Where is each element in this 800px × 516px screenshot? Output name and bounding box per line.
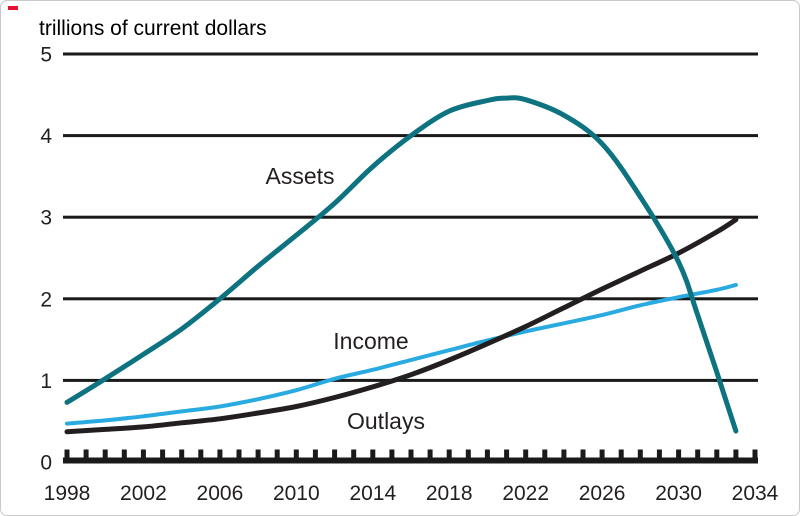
x-axis-tick — [255, 449, 261, 458]
x-axis-tick — [102, 449, 108, 458]
x-axis-tick — [121, 449, 127, 458]
x-axis-tick — [293, 449, 299, 458]
x-axis-tick — [580, 449, 586, 458]
chart-title: trillions of current dollars — [39, 17, 267, 40]
assets-line — [64, 95, 739, 434]
x-axis-tick — [618, 449, 624, 458]
x-axis-group: 1998 2002 2006 2010 2014 2018 2022 2026 2030 2034 — [44, 449, 779, 505]
y-tick-label-4: 4 — [40, 125, 52, 148]
x-tick-label-2014: 2014 — [349, 482, 396, 505]
x-axis-tick — [446, 449, 452, 458]
x-axis-tick — [274, 449, 280, 458]
x-axis-tick — [599, 449, 605, 458]
x-tick-label-2006: 2006 — [197, 482, 244, 505]
x-axis-tick — [676, 449, 682, 458]
x-axis-tick — [198, 449, 204, 458]
x-axis-tick — [217, 449, 223, 458]
x-tick-label-2010: 2010 — [273, 482, 320, 505]
x-axis-tick — [64, 449, 70, 458]
x-axis-tick — [637, 449, 643, 458]
gridline-y2 — [63, 297, 758, 301]
outlays-label: Outlays — [347, 408, 425, 434]
y-tick-label-0: 0 — [40, 452, 52, 475]
y-tick-label-5: 5 — [40, 44, 52, 67]
x-axis-tick — [523, 449, 529, 458]
x-axis-tick — [561, 449, 567, 458]
x-tick-label-2026: 2026 — [579, 482, 626, 505]
red-dash-mark — [8, 6, 18, 10]
x-axis-tick — [370, 449, 376, 458]
x-axis-tick — [695, 449, 701, 458]
x-axis-tick — [542, 449, 548, 458]
x-axis-baseline — [63, 457, 758, 464]
x-axis-tick — [733, 449, 739, 458]
outlays-line — [64, 217, 739, 435]
x-axis-tick — [465, 449, 471, 458]
x-tick-label-2022: 2022 — [502, 482, 549, 505]
x-axis-tick — [160, 449, 166, 458]
x-axis-tick — [140, 449, 146, 458]
x-axis-tick — [408, 449, 414, 458]
x-tick-label-2034: 2034 — [732, 482, 779, 505]
x-axis-tick — [332, 449, 338, 458]
x-tick-label-2002: 2002 — [120, 482, 167, 505]
gridline-y1 — [63, 378, 758, 382]
x-axis-tick — [484, 449, 490, 458]
gridline-y5 — [63, 52, 758, 56]
x-axis-tick — [179, 449, 185, 458]
x-tick-label-1998: 1998 — [44, 482, 91, 505]
x-axis-tick — [752, 449, 758, 458]
x-tick-label-2018: 2018 — [426, 482, 473, 505]
series-lines-group — [64, 95, 739, 435]
income-label: Income — [333, 328, 408, 354]
x-axis-tick — [389, 449, 395, 458]
gridline-y3 — [63, 215, 758, 219]
series-labels-group: Assets Income Outlays — [265, 163, 425, 434]
x-axis-tick — [312, 449, 318, 458]
x-axis-tick — [656, 449, 662, 458]
x-axis-tick — [714, 449, 720, 458]
assets-label: Assets — [265, 163, 334, 189]
y-tick-label-1: 1 — [40, 370, 52, 393]
y-tick-label-3: 3 — [40, 207, 52, 230]
x-axis-tick — [236, 449, 242, 458]
y-tick-label-2: 2 — [40, 288, 52, 311]
x-axis-tick — [504, 449, 510, 458]
x-axis-tick — [351, 449, 357, 458]
x-tick-label-2030: 2030 — [655, 482, 702, 505]
x-axis-tick — [83, 449, 89, 458]
x-axis-tick — [427, 449, 433, 458]
income-line — [65, 282, 738, 426]
